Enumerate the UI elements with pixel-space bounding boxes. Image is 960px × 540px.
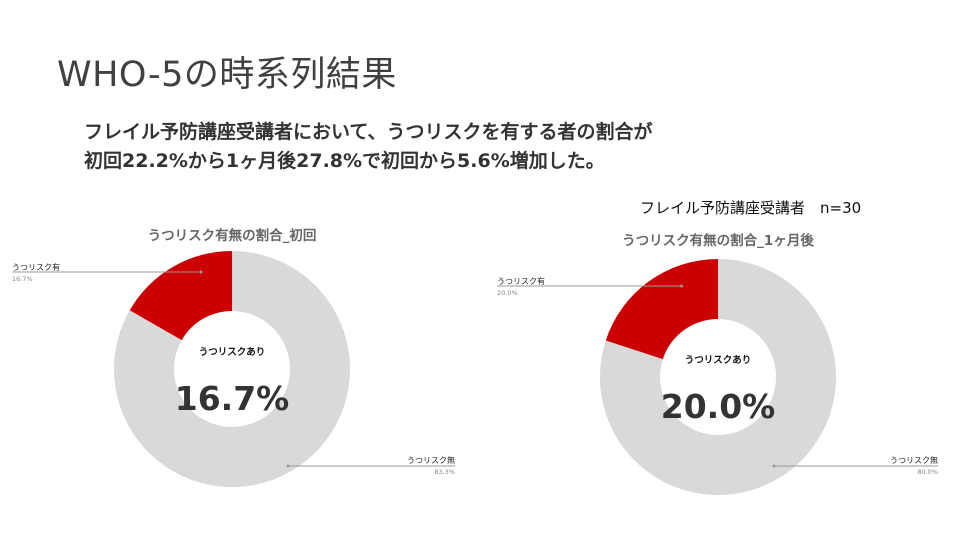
leader-dot-risk [680, 284, 684, 288]
summary-text: フレイル予防講座受講者において、うつリスクを有する者の割合が 初回22.2%から… [84, 118, 652, 176]
slice-label-risk: うつリスク有 [497, 276, 545, 286]
slice-label-no-risk: うつリスク無 [407, 455, 455, 465]
slide-title: WHO-5の時系列結果 [57, 55, 397, 95]
center-value: 20.0% [661, 387, 776, 426]
sample-size-note: フレイル予防講座受講者 n=30 [640, 199, 862, 217]
slice-no-risk [600, 259, 836, 495]
center-value: 16.7% [175, 379, 290, 418]
slice-risk [605, 259, 718, 360]
summary-line-2: 初回22.2%から1ヶ月後27.8%で初回から5.6%増加した。 [84, 150, 605, 172]
slice-value-risk: 20.0% [497, 289, 518, 297]
slice-value-no-risk: 83.3% [434, 468, 455, 476]
slice-risk [129, 251, 232, 341]
leader-dot-no-risk [772, 464, 776, 468]
center-label: うつリスクあり [199, 346, 266, 358]
slice-value-no-risk: 80.0% [917, 468, 938, 476]
slice-label-no-risk: うつリスク無 [890, 455, 938, 465]
slice-label-risk: うつリスク有 [12, 262, 60, 272]
leader-dot-risk [199, 270, 203, 274]
slice-no-risk [113, 251, 350, 488]
leader-dot-no-risk [286, 464, 290, 468]
summary-line-1: フレイル予防講座受講者において、うつリスクを有する者の割合が [84, 121, 653, 143]
chart-title: うつリスク有無の割合_初回 [148, 227, 317, 244]
center-label: うつリスクあり [685, 354, 752, 366]
slice-value-risk: 16.7% [12, 275, 33, 283]
chart-title: うつリスク有無の割合_1ヶ月後 [622, 232, 814, 249]
